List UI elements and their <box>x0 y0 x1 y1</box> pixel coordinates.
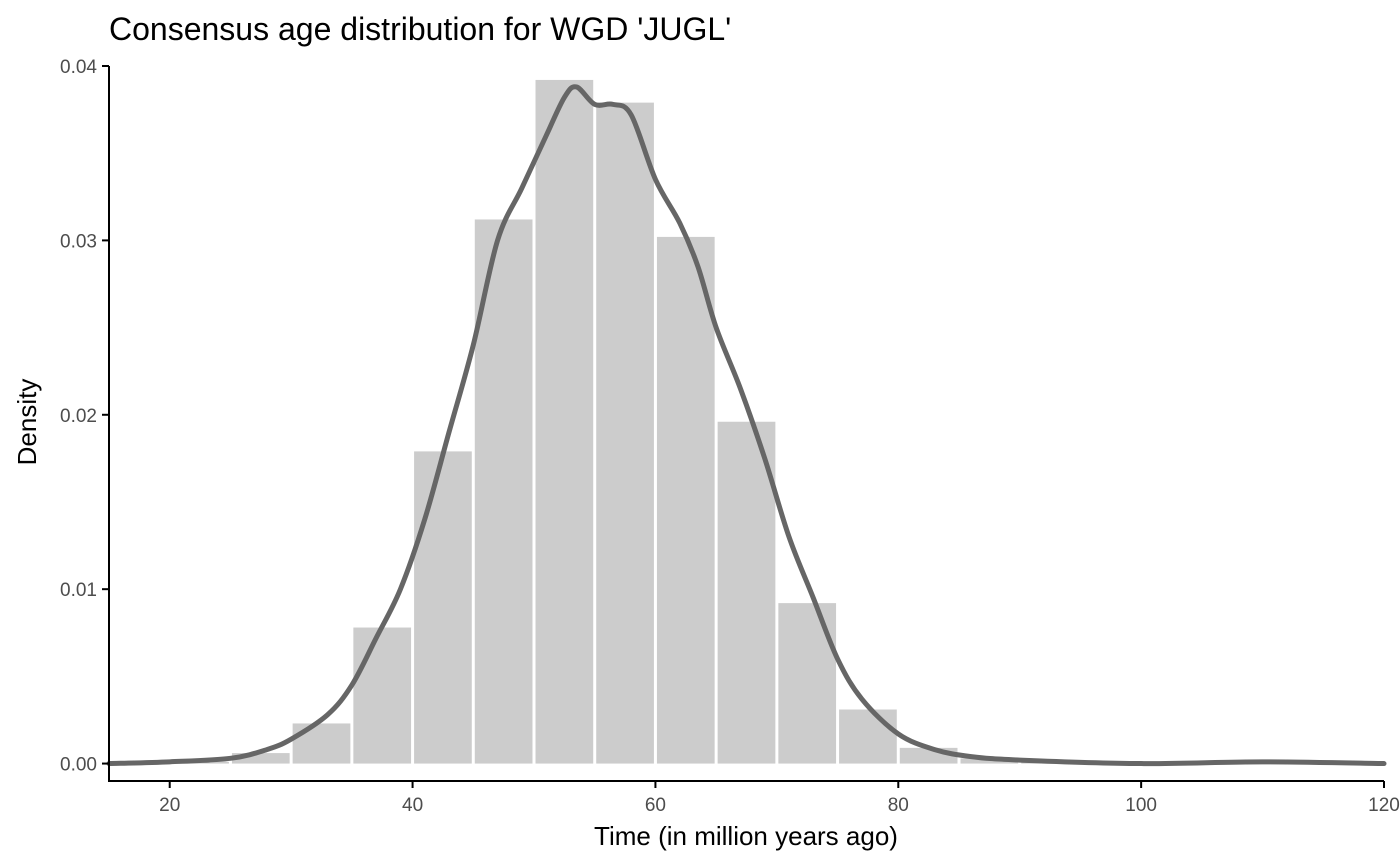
y-tick-label: 0.02 <box>60 406 97 427</box>
histogram-bar <box>839 709 897 764</box>
histogram-bar <box>414 451 472 764</box>
y-tick-label: 0.04 <box>60 57 97 78</box>
histogram-bar <box>231 753 290 764</box>
histogram-bar <box>960 758 1019 764</box>
histogram-bar <box>778 603 837 764</box>
y-axis-title: Density <box>12 379 42 466</box>
y-tick-label: 0.00 <box>60 755 97 776</box>
histogram-bar <box>474 219 533 764</box>
x-axis-title: Time (in million years ago) <box>594 821 898 851</box>
histogram-bar <box>717 421 776 764</box>
x-tick-label: 40 <box>402 795 423 816</box>
y-tick-label: 0.01 <box>60 580 97 601</box>
histogram-bar <box>656 236 715 764</box>
histogram-bar <box>596 102 654 764</box>
x-axis-ticks: 20 40 60 80 100 120 <box>159 781 1400 816</box>
y-tick-label: 0.03 <box>60 231 97 252</box>
x-tick-label: 20 <box>159 795 180 816</box>
histogram-bar <box>292 723 351 764</box>
histogram-bars <box>171 79 1079 764</box>
x-tick-label: 80 <box>888 795 909 816</box>
x-tick-label: 60 <box>645 795 666 816</box>
chart-title: Consensus age distribution for WGD 'JUGL… <box>109 11 731 47</box>
histogram-bar <box>535 79 594 764</box>
histogram-bar <box>353 627 412 764</box>
y-axis-ticks: 0.00 0.01 0.02 0.03 0.04 <box>60 57 109 776</box>
density-curve <box>106 84 1387 767</box>
x-tick-label: 100 <box>1125 795 1157 816</box>
x-tick-label: 120 <box>1368 795 1400 816</box>
